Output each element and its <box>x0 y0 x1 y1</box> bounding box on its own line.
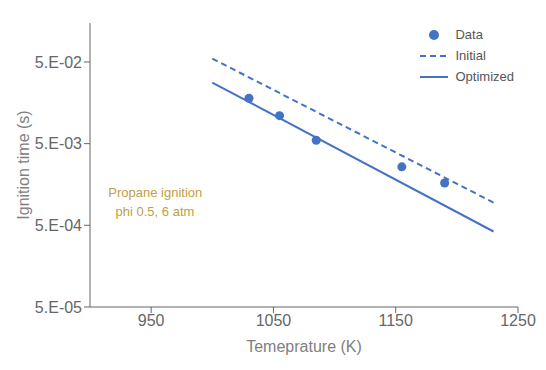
svg-text:phi 0.5, 6 atm: phi 0.5, 6 atm <box>108 204 194 219</box>
svg-text:Temeprature (K): Temeprature (K) <box>246 338 362 355</box>
svg-text:1250: 1250 <box>500 312 536 329</box>
svg-text:5.E-02: 5.E-02 <box>35 54 82 71</box>
svg-text:1050: 1050 <box>256 312 292 329</box>
html-text:Optimized: Optimized <box>455 69 514 84</box>
html-text:Data: Data <box>455 27 483 42</box>
svg-text:5.E-04: 5.E-04 <box>35 217 82 234</box>
svg-text:Propane ignition: Propane ignition <box>108 185 202 200</box>
svg-text:Ignition time (s): Ignition time (s) <box>15 110 32 219</box>
html-text:Initial: Initial <box>455 48 486 63</box>
svg-text:1150: 1150 <box>379 312 414 329</box>
svg-text:950: 950 <box>138 312 165 329</box>
svg-text:5.E-05: 5.E-05 <box>35 299 82 316</box>
svg-text:5.E-03: 5.E-03 <box>35 135 82 152</box>
